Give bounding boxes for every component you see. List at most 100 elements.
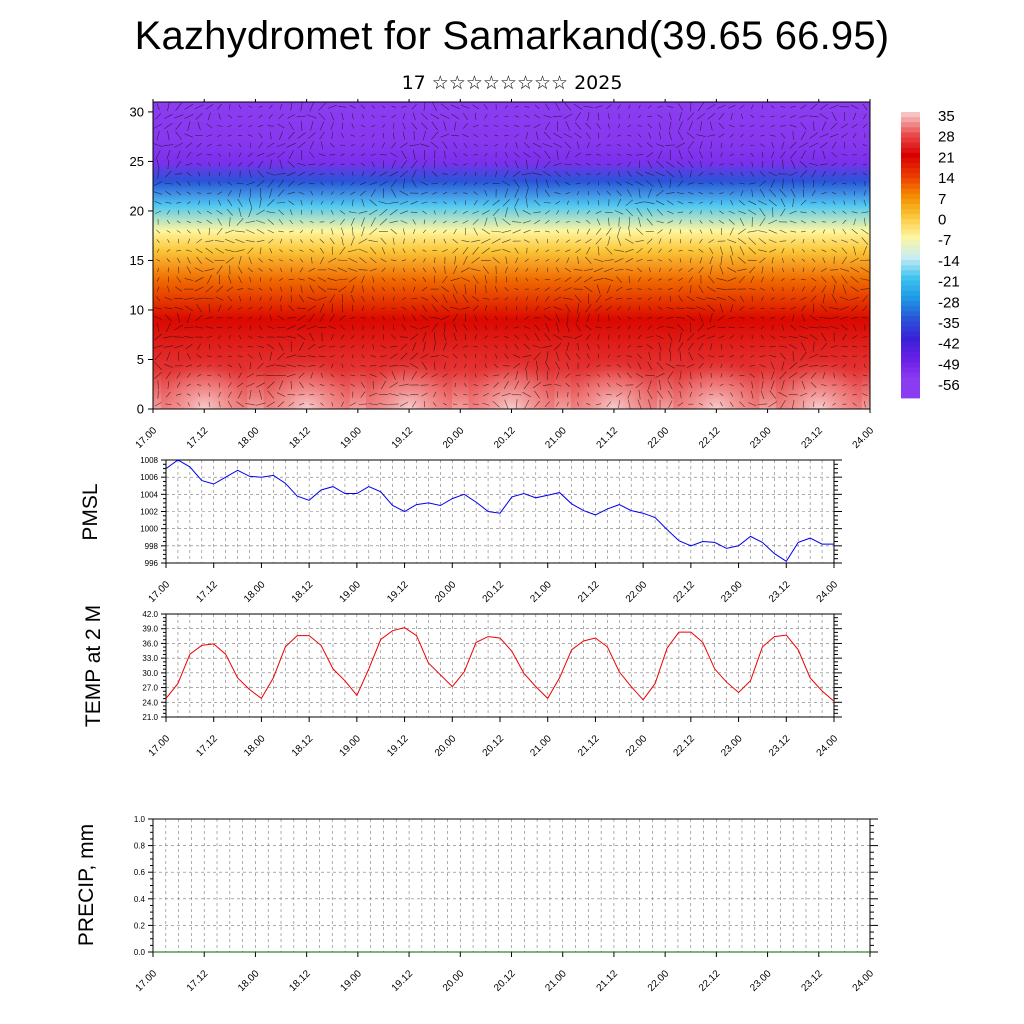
wind-arrow [228,171,231,177]
wind-arrow [206,154,212,156]
wind-arrow [676,161,685,168]
wind-arrow [431,131,439,140]
y-tick-label: 1002 [140,508,158,517]
wind-arrow [751,381,754,389]
wind-arrow [861,237,869,245]
wind-arrow [217,181,222,186]
wind-arrow [515,370,519,380]
wind-arrow [206,123,213,129]
wind-arrow [737,268,747,272]
wind-arrow [297,132,306,139]
wind-arrow [462,210,468,214]
wind-arrow [502,218,511,226]
wind-arrow [164,114,173,119]
wind-arrow [565,191,571,195]
wind-arrow [587,200,590,205]
wind-arrow [351,294,355,303]
wind-arrow [361,275,365,284]
wind-arrow [616,153,622,156]
wind-arrow [553,162,562,166]
wind-arrow [381,247,386,255]
wind-arrow [238,124,243,128]
wind-arrow [288,278,294,281]
wind-arrow [698,248,704,253]
wind-arrow [751,189,753,198]
wind-arrow [433,229,437,234]
wind-arrow [453,228,457,235]
wind-arrow [604,267,614,272]
wind-arrow [483,182,489,185]
wind-arrow [833,372,835,379]
wind-arrow [484,345,488,349]
y-tick-label: 27.0 [142,684,158,693]
wind-arrow [798,364,809,368]
wind-arrow [853,181,857,186]
wind-arrow [248,115,253,118]
wind-arrow [278,342,284,351]
wind-arrow [156,259,161,262]
wind-arrow [811,190,816,197]
wind-arrow [523,343,531,350]
wind-arrow [483,134,488,137]
wind-arrow [432,191,438,195]
x-tick-label: 23.00 [719,579,745,605]
wind-arrow [524,178,529,189]
wind-arrow [440,286,449,293]
wind-arrow [229,217,231,227]
wind-arrow [173,306,184,310]
wind-arrow [690,102,692,112]
wind-arrow [330,393,335,396]
wind-arrow [308,268,316,272]
wind-arrow [368,239,378,243]
wind-arrow [319,303,325,313]
wind-arrow [687,112,695,121]
wind-arrow [535,178,539,189]
wind-arrow [351,284,355,294]
wind-arrow [320,402,324,406]
wind-arrow [399,170,408,178]
wind-arrow [444,210,446,215]
wind-arrow [728,210,735,214]
wind-arrow [484,305,488,312]
wind-arrow [238,363,242,369]
wind-arrow [340,172,345,176]
wind-arrow [657,306,663,311]
wind-arrow [657,259,663,262]
wind-arrow [586,363,590,369]
wind-arrow [616,364,622,368]
wind-arrow [514,267,519,273]
wind-arrow [186,393,191,396]
wind-arrow [583,276,593,283]
wind-arrow [628,399,631,409]
colorbar-swatch [901,209,920,215]
wind-arrow [809,132,818,139]
wind-arrow [853,363,856,368]
wind-arrow [339,210,346,215]
wind-arrow [799,115,808,118]
wind-arrow [318,153,326,157]
wind-arrow [214,240,225,243]
wind-arrow [553,142,563,148]
wind-arrow [154,371,162,379]
wind-arrow [266,381,275,389]
wind-arrow [523,142,530,149]
wind-arrow [247,345,253,348]
wind-arrow [658,131,662,140]
wind-arrow [237,198,243,207]
wind-arrow [757,403,768,405]
wind-arrow [184,336,194,339]
wind-arrow [770,380,775,390]
wind-arrow [463,394,468,396]
wind-arrow [412,258,416,262]
wind-arrow [452,313,458,323]
wind-arrow [585,163,591,166]
wind-arrow [421,286,428,292]
wind-arrow [597,112,600,121]
wind-arrow [606,365,611,367]
wind-arrow [207,112,211,121]
wind-arrow [597,344,600,350]
wind-arrow [586,374,591,377]
wind-arrow [484,335,488,339]
wind-arrow [257,362,264,370]
wind-arrow [359,190,367,196]
